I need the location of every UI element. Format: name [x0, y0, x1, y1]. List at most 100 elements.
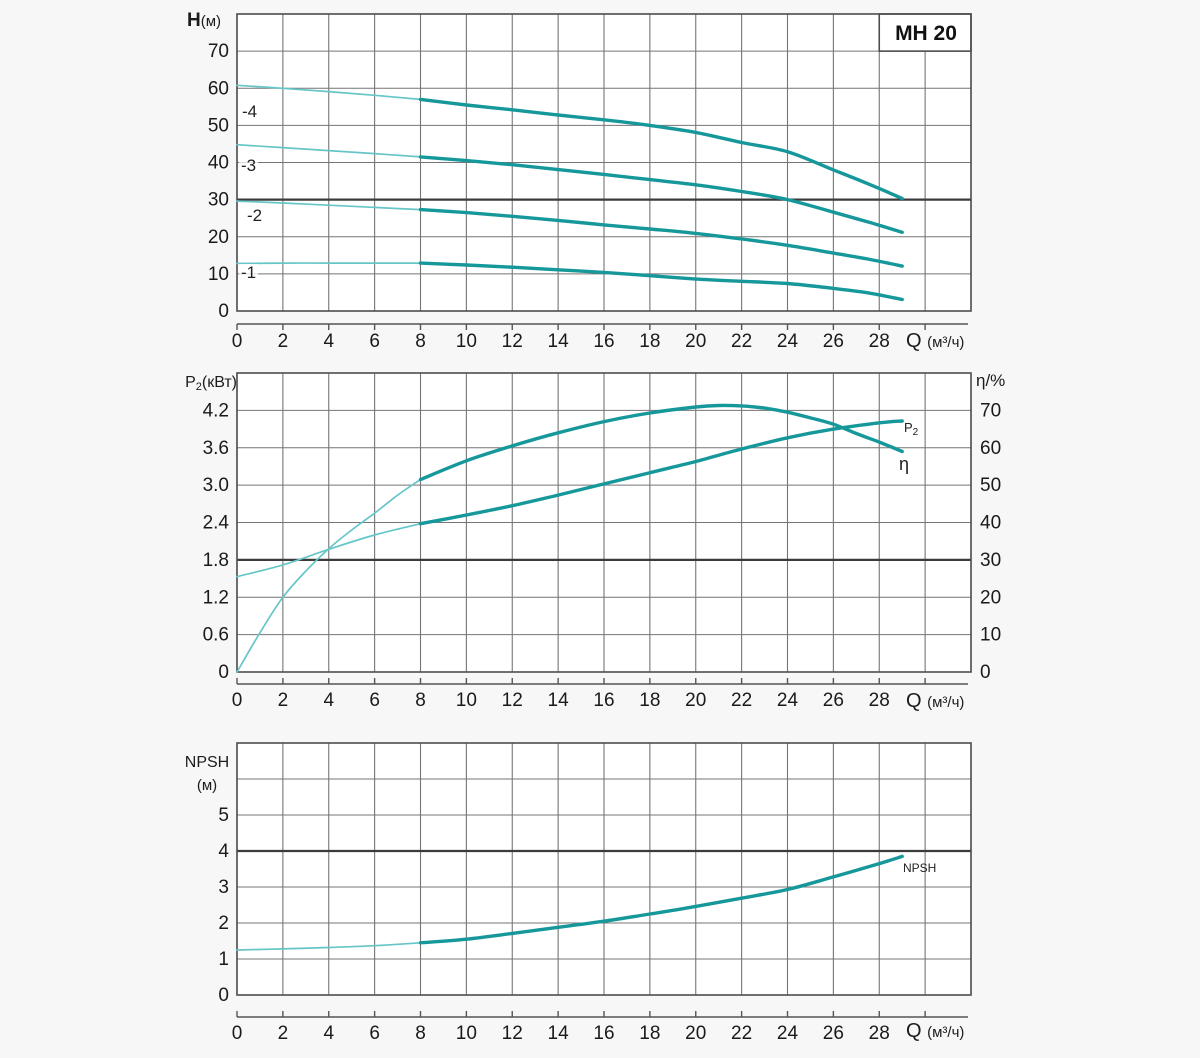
power-curve-subscript: 2: [912, 427, 919, 438]
head-y-axis-letter: H: [187, 10, 201, 31]
svg-text:40: 40: [208, 153, 229, 174]
power-q-unit: (м³/ч): [927, 694, 965, 711]
head-curve--4: [236, 84, 904, 201]
svg-text:0: 0: [218, 985, 229, 1006]
svg-text:10: 10: [980, 625, 1001, 646]
svg-text:70: 70: [208, 41, 229, 62]
head-plot-border: [236, 13, 972, 312]
npsh-x-tick-labels: 0 2 4 6 8 10 12 14 16 18 20 22 24 26 28: [232, 1023, 890, 1044]
svg-text:70: 70: [980, 400, 1001, 421]
power-unit: (кВт): [201, 374, 237, 391]
svg-text:16: 16: [593, 1023, 614, 1044]
power-curve-η: [236, 403, 904, 673]
svg-text:28: 28: [869, 690, 890, 711]
svg-text:1.2: 1.2: [203, 587, 229, 608]
svg-text:24: 24: [777, 690, 799, 711]
svg-text:16: 16: [593, 690, 614, 711]
power-q-letter: Q: [906, 690, 922, 712]
svg-text:18: 18: [639, 1023, 660, 1044]
model-badge: MH 20: [895, 21, 957, 45]
svg-text:14: 14: [548, 1023, 570, 1044]
svg-text:10: 10: [456, 690, 477, 711]
svg-text:0: 0: [232, 1023, 243, 1044]
svg-text:4: 4: [323, 331, 334, 352]
svg-text:3: 3: [218, 877, 229, 898]
svg-text:1: 1: [218, 949, 229, 970]
efficiency-axis-title: η/%: [976, 371, 1006, 390]
svg-text:8: 8: [415, 331, 426, 352]
svg-text:10: 10: [456, 331, 477, 352]
power-y-tick-labels: 0 0.6 1.2 1.8 2.4 3.0 3.6 4.2: [203, 400, 230, 683]
svg-text:26: 26: [823, 690, 844, 711]
svg-text:12: 12: [502, 331, 523, 352]
svg-text:28: 28: [869, 331, 890, 352]
svg-text:6: 6: [369, 690, 380, 711]
svg-text:0: 0: [232, 690, 243, 711]
npsh-y-axis-title: NPSH (м): [182, 755, 232, 794]
svg-text:0.6: 0.6: [203, 625, 229, 646]
head-x-axis: [236, 323, 968, 330]
power-curve-letter: P: [904, 420, 913, 435]
svg-text:18: 18: [639, 331, 660, 352]
svg-text:14: 14: [548, 690, 570, 711]
svg-text:6: 6: [369, 331, 380, 352]
svg-text:8: 8: [415, 1023, 426, 1044]
svg-text:2: 2: [278, 331, 289, 352]
efficiency-curve-label: η: [899, 454, 910, 474]
head-q-letter: Q: [906, 330, 922, 352]
head-curve--3: [236, 143, 904, 234]
svg-text:4.2: 4.2: [203, 400, 229, 421]
stage-label-4: -4: [240, 102, 260, 121]
npsh-title-line1: NPSH: [184, 754, 230, 771]
head-curve--1: [236, 261, 904, 302]
svg-text:0: 0: [232, 331, 243, 352]
svg-text:60: 60: [208, 78, 229, 99]
svg-text:4: 4: [323, 690, 334, 711]
power-y2-tick-labels: 0 10 20 30 40 50 60 70: [980, 400, 1001, 683]
svg-text:2.4: 2.4: [203, 513, 230, 534]
svg-text:28: 28: [869, 1023, 890, 1044]
npsh-y-tick-labels: 0 1 2 3 4 5: [218, 805, 229, 1006]
power-x-axis-title: Q (м³/ч): [906, 691, 964, 711]
head-y-tick-labels: 0 10 20 30 40 50 60 70: [208, 41, 229, 322]
svg-text:2: 2: [278, 1023, 289, 1044]
svg-text:22: 22: [731, 331, 752, 352]
power-y-axis-title: P2(кВт): [160, 375, 237, 393]
npsh-plot-border: [236, 742, 972, 996]
head-curve--2: [236, 200, 904, 268]
chart-power: 0 2 4 6 8 10 12 14 16 18 20 22 24 26 2800.61.21.82.43.…: [203, 372, 1001, 711]
svg-text:2: 2: [278, 690, 289, 711]
svg-text:16: 16: [593, 331, 614, 352]
svg-text:18: 18: [639, 690, 660, 711]
power-subscript: 2: [195, 381, 202, 393]
head-x-axis-title: Q (м³/ч): [906, 331, 964, 351]
svg-text:26: 26: [823, 1023, 844, 1044]
svg-text:24: 24: [777, 1023, 799, 1044]
svg-text:20: 20: [685, 331, 706, 352]
svg-text:24: 24: [777, 331, 799, 352]
npsh-title-line2: (м): [196, 777, 218, 794]
svg-text:10: 10: [456, 1023, 477, 1044]
npsh-curve-label: NPSH: [903, 861, 937, 875]
svg-text:0: 0: [980, 662, 991, 683]
head-y-axis-title: H(м): [187, 11, 221, 30]
svg-text:20: 20: [208, 227, 229, 248]
svg-text:1.8: 1.8: [203, 550, 229, 571]
svg-text:20: 20: [980, 587, 1001, 608]
power-letter: P: [185, 374, 196, 391]
svg-text:5: 5: [218, 805, 229, 826]
power-curve-label: P2: [904, 421, 918, 438]
npsh-q-letter: Q: [906, 1020, 922, 1042]
svg-text:60: 60: [980, 438, 1001, 459]
svg-text:30: 30: [208, 190, 229, 211]
svg-text:4: 4: [218, 841, 229, 862]
svg-text:0: 0: [218, 662, 229, 683]
stage-label-3: -3: [239, 156, 259, 175]
svg-text:12: 12: [502, 690, 523, 711]
svg-text:2: 2: [218, 913, 229, 934]
power-x-tick-labels: 0 2 4 6 8 10 12 14 16 18 20 22 24 26 28: [232, 690, 890, 711]
